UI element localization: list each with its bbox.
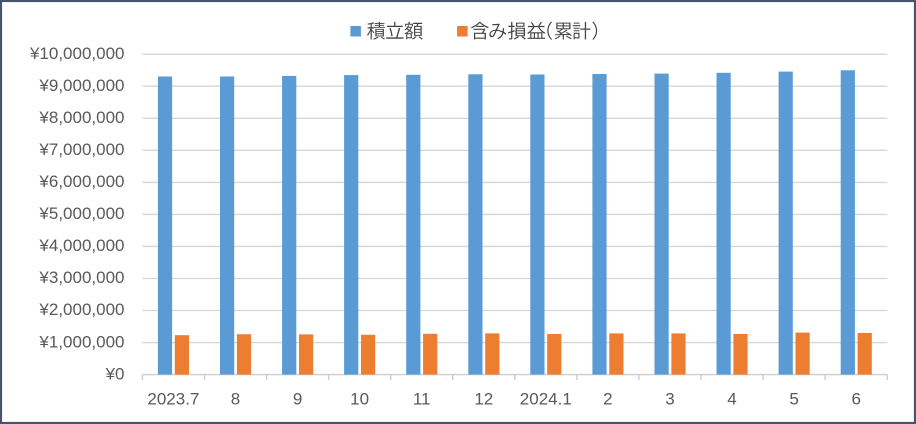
svg-text:¥10,000,000: ¥10,000,000 bbox=[29, 44, 125, 63]
svg-text:5: 5 bbox=[789, 390, 798, 409]
svg-text:¥1,000,000: ¥1,000,000 bbox=[38, 332, 124, 351]
svg-text:¥7,000,000: ¥7,000,000 bbox=[38, 140, 124, 159]
svg-text:4: 4 bbox=[727, 390, 736, 409]
svg-text:3: 3 bbox=[665, 390, 674, 409]
svg-text:¥8,000,000: ¥8,000,000 bbox=[38, 108, 124, 127]
svg-text:11: 11 bbox=[413, 390, 431, 409]
svg-text:¥3,000,000: ¥3,000,000 bbox=[38, 268, 124, 287]
svg-text:9: 9 bbox=[293, 390, 302, 409]
svg-text:¥5,000,000: ¥5,000,000 bbox=[38, 204, 124, 223]
svg-text:2023.7: 2023.7 bbox=[147, 390, 199, 409]
svg-text:8: 8 bbox=[231, 390, 240, 409]
svg-text:12: 12 bbox=[474, 390, 493, 409]
svg-text:6: 6 bbox=[851, 390, 860, 409]
svg-text:10: 10 bbox=[350, 390, 369, 409]
svg-text:2: 2 bbox=[603, 390, 612, 409]
svg-text:¥9,000,000: ¥9,000,000 bbox=[38, 76, 124, 95]
svg-text:¥4,000,000: ¥4,000,000 bbox=[38, 236, 124, 255]
svg-text:2024.1: 2024.1 bbox=[520, 390, 572, 409]
svg-text:¥0: ¥0 bbox=[105, 364, 125, 383]
svg-text:¥2,000,000: ¥2,000,000 bbox=[38, 300, 124, 319]
svg-text:¥6,000,000: ¥6,000,000 bbox=[38, 172, 124, 191]
